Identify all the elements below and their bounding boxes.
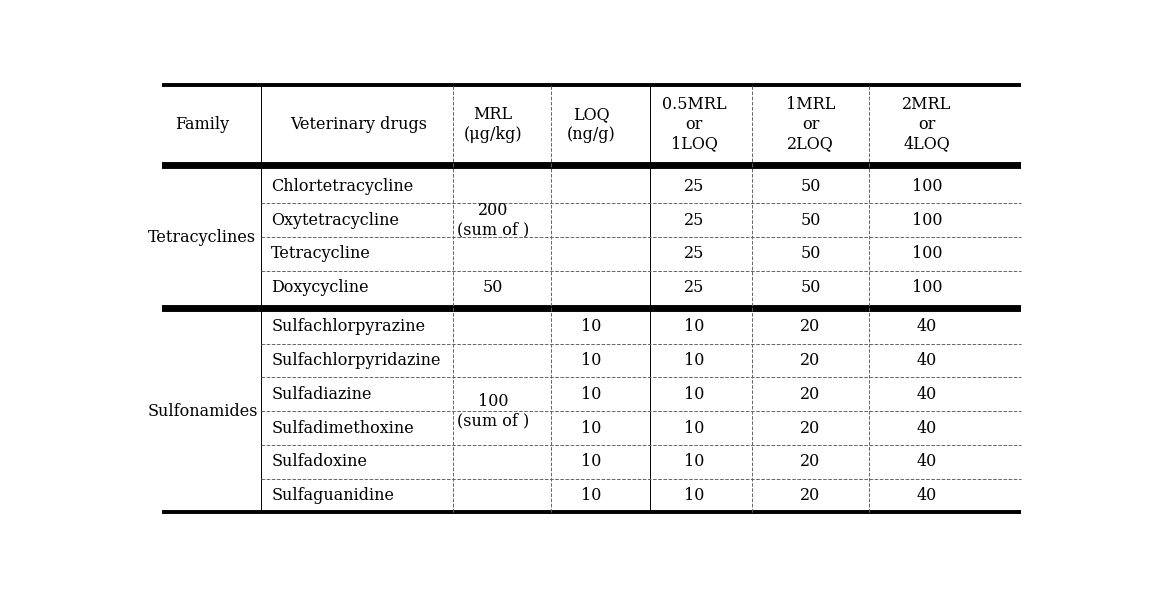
Text: 10: 10 [582,319,601,335]
Text: Sulfadiazine: Sulfadiazine [271,386,372,403]
Text: 10: 10 [582,487,601,504]
Text: 40: 40 [916,453,937,470]
Text: Sulfachlorpyridazine: Sulfachlorpyridazine [271,352,441,369]
Text: 10: 10 [582,386,601,403]
Text: MRL
(μg/kg): MRL (μg/kg) [464,106,523,142]
Text: 100
(sum of ): 100 (sum of ) [457,393,530,430]
Text: 50: 50 [482,279,503,296]
Text: 20: 20 [801,420,820,437]
Text: 10: 10 [684,453,704,470]
Text: 20: 20 [801,386,820,403]
Text: 10: 10 [582,453,601,470]
Text: 25: 25 [684,279,704,296]
Text: 50: 50 [801,212,820,229]
Text: 1MRL
or
2LOQ: 1MRL or 2LOQ [786,96,835,152]
Text: 40: 40 [916,386,937,403]
Text: 20: 20 [801,487,820,504]
Text: Sulfaguanidine: Sulfaguanidine [271,487,395,504]
Text: 50: 50 [801,279,820,296]
Text: 10: 10 [684,420,704,437]
Text: 50: 50 [801,245,820,262]
Text: 25: 25 [684,178,704,195]
Text: Sulfadimethoxine: Sulfadimethoxine [271,420,414,437]
Text: Oxytetracycline: Oxytetracycline [271,212,399,229]
Text: 10: 10 [684,386,704,403]
Text: 20: 20 [801,319,820,335]
Text: 10: 10 [684,487,704,504]
Text: 50: 50 [801,178,820,195]
Text: 25: 25 [684,212,704,229]
Text: Sulfachlorpyrazine: Sulfachlorpyrazine [271,319,426,335]
Text: 40: 40 [916,420,937,437]
Text: Veterinary drugs: Veterinary drugs [291,116,427,133]
Text: Sulfonamides: Sulfonamides [147,402,257,420]
Text: 100: 100 [912,178,942,195]
Text: 40: 40 [916,487,937,504]
Text: Tetracycline: Tetracycline [271,245,372,262]
Text: 100: 100 [912,279,942,296]
Text: Doxycycline: Doxycycline [271,279,369,296]
Text: 10: 10 [582,420,601,437]
Text: Family: Family [175,116,230,133]
Text: 10: 10 [582,352,601,369]
Text: 10: 10 [684,319,704,335]
Text: 200
(sum of ): 200 (sum of ) [457,202,530,239]
Text: LOQ
(ng/g): LOQ (ng/g) [567,106,616,142]
Text: 10: 10 [684,352,704,369]
Text: 25: 25 [684,245,704,262]
Text: 20: 20 [801,352,820,369]
Text: Tetracyclines: Tetracyclines [149,229,256,246]
Text: Sulfadoxine: Sulfadoxine [271,453,367,470]
Text: 20: 20 [801,453,820,470]
Text: 100: 100 [912,212,942,229]
Text: 2MRL
or
4LOQ: 2MRL or 4LOQ [902,96,951,152]
Text: 100: 100 [912,245,942,262]
Text: Chlortetracycline: Chlortetracycline [271,178,413,195]
Text: 40: 40 [916,319,937,335]
Text: 40: 40 [916,352,937,369]
Text: 0.5MRL
or
1LOQ: 0.5MRL or 1LOQ [662,96,727,152]
